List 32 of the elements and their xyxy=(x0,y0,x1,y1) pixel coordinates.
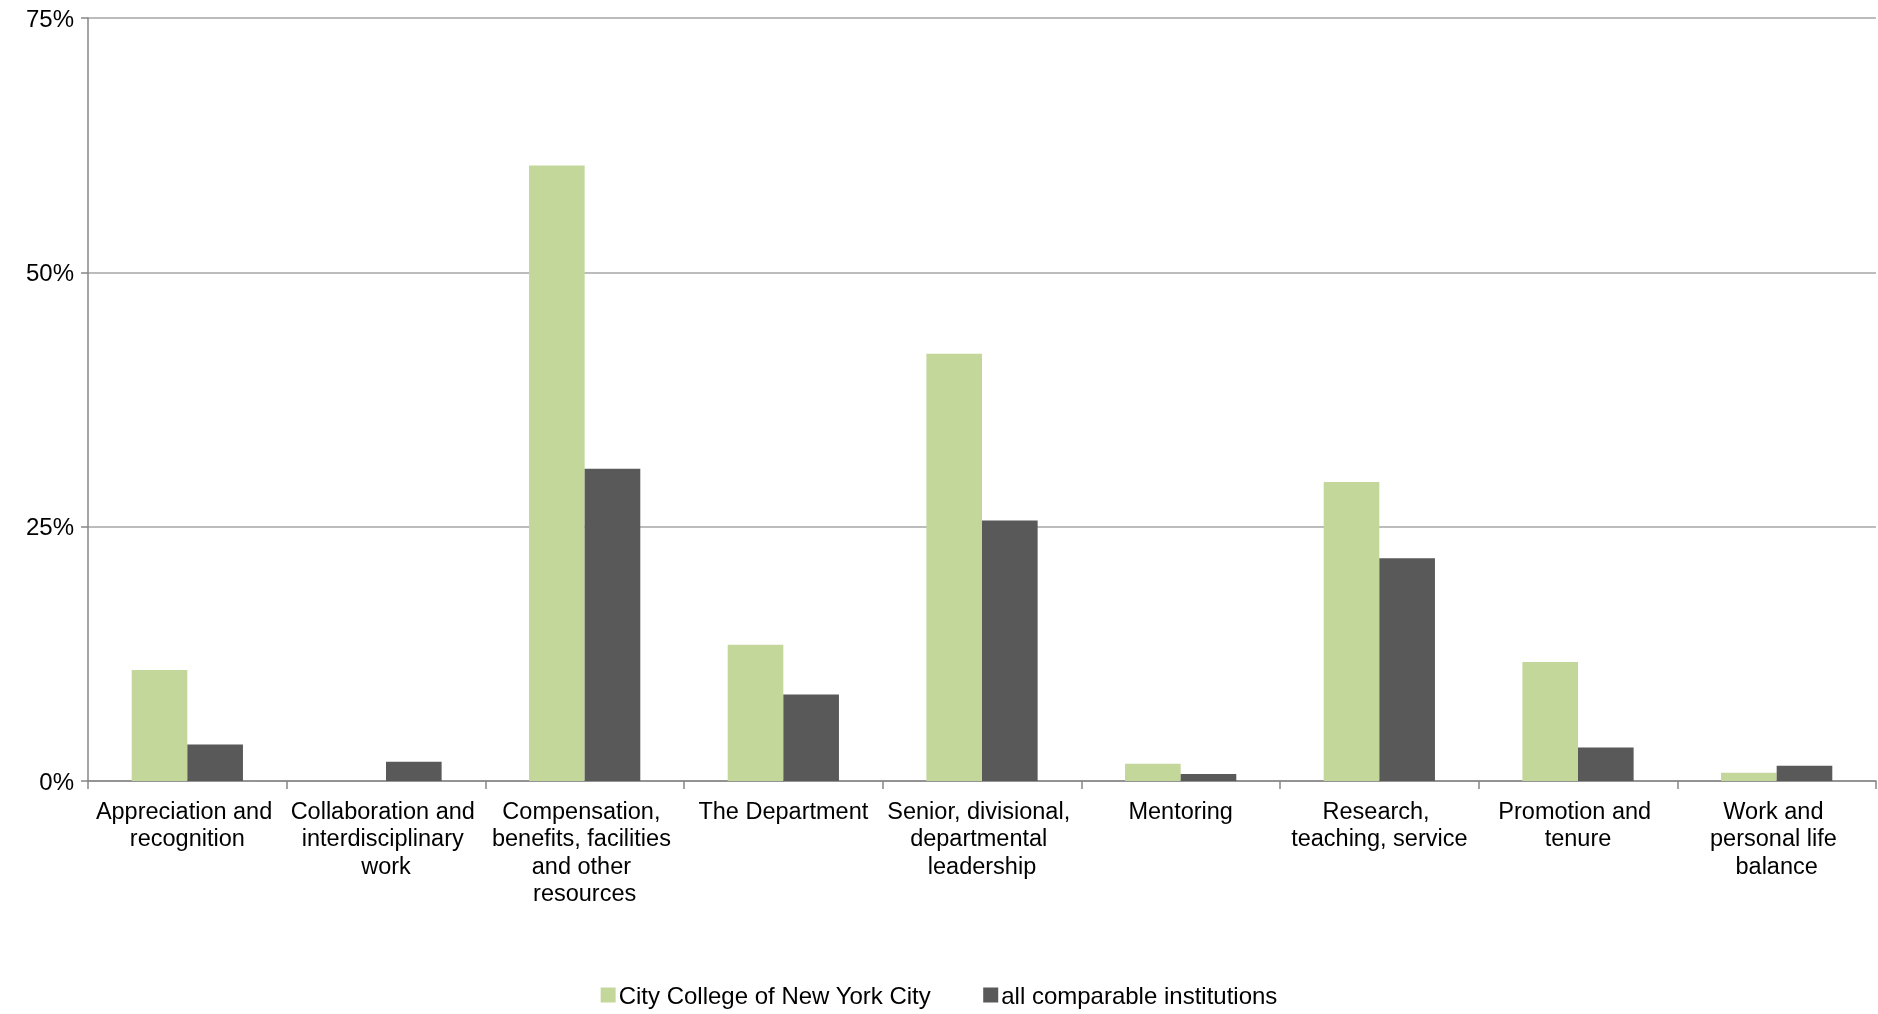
bar xyxy=(1721,772,1777,781)
legend-label: City College of New York City xyxy=(618,981,931,1009)
bar xyxy=(1125,763,1181,781)
bar xyxy=(926,353,982,781)
legend-label: all comparable institutions xyxy=(1001,981,1278,1009)
bar xyxy=(1776,765,1833,781)
y-tick-label: 25% xyxy=(25,513,74,541)
x-tick-label: Research, teaching, service xyxy=(1291,797,1468,852)
bar xyxy=(131,670,188,781)
y-tick-label: 75% xyxy=(25,4,74,32)
bar xyxy=(1323,481,1380,781)
bar xyxy=(1578,747,1634,781)
bar xyxy=(187,744,243,781)
bar xyxy=(386,761,442,781)
bar xyxy=(1522,661,1578,781)
x-tick-label: Compensation, benefits, facilities and other resources xyxy=(491,797,678,907)
x-tick-label: Senior, divisional, departmental leadership xyxy=(887,797,1077,879)
x-tick-label: Mentoring xyxy=(1128,797,1233,824)
bar xyxy=(529,165,585,781)
y-tick-label: 0% xyxy=(39,767,74,795)
bar xyxy=(727,644,784,781)
x-tick-label: Appreciation and recognition xyxy=(95,797,279,852)
bar xyxy=(1379,558,1435,781)
y-tick-label: 50% xyxy=(25,258,74,286)
bar xyxy=(584,468,641,781)
x-tick-label: Collaboration and interdisciplinary work xyxy=(290,797,482,879)
bar xyxy=(783,694,839,781)
x-tick-label: Promotion and tenure xyxy=(1498,797,1658,852)
x-tick-label: The Department xyxy=(698,797,869,824)
bar xyxy=(1180,773,1237,781)
x-tick-label: Work and personal life balance xyxy=(1710,797,1844,879)
bar xyxy=(982,520,1038,781)
